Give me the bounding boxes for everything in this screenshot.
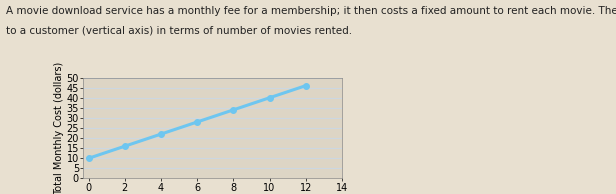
- Y-axis label: Total Monthly Cost (dollars): Total Monthly Cost (dollars): [54, 61, 63, 194]
- Text: to a customer (vertical axis) in terms of number of movies rented.: to a customer (vertical axis) in terms o…: [6, 25, 352, 35]
- Text: A movie download service has a monthly fee for a membership; it then costs a fix: A movie download service has a monthly f…: [6, 6, 616, 16]
